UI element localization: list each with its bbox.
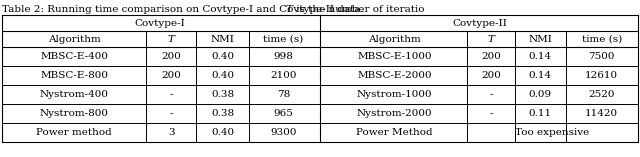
Text: 0.40: 0.40	[211, 52, 234, 61]
Text: 998: 998	[273, 52, 294, 61]
Text: Covtype-II: Covtype-II	[452, 19, 508, 27]
Text: Algorithm: Algorithm	[48, 35, 100, 43]
Text: 78: 78	[277, 90, 290, 99]
Text: 11420: 11420	[585, 109, 618, 118]
Text: 965: 965	[273, 109, 294, 118]
Text: T: T	[488, 35, 494, 43]
Text: 200: 200	[161, 52, 181, 61]
Text: 0.40: 0.40	[211, 128, 234, 137]
Text: NMI: NMI	[529, 35, 552, 43]
Text: NMI: NMI	[211, 35, 235, 43]
Text: is the number of iteratio: is the number of iteratio	[293, 5, 424, 14]
Text: MBSC-E-2000: MBSC-E-2000	[357, 71, 431, 80]
Text: -: -	[170, 90, 173, 99]
Text: time (s): time (s)	[264, 35, 303, 43]
Text: 3: 3	[168, 128, 175, 137]
Text: Algorithm: Algorithm	[368, 35, 420, 43]
Text: Power Method: Power Method	[356, 128, 433, 137]
Text: T: T	[168, 35, 175, 43]
Text: T: T	[286, 5, 293, 14]
Text: 200: 200	[481, 52, 500, 61]
Text: Nystrom-1000: Nystrom-1000	[356, 90, 432, 99]
Text: -: -	[489, 109, 493, 118]
Text: 9300: 9300	[270, 128, 297, 137]
Text: Too expensive: Too expensive	[515, 128, 589, 137]
Text: Power method: Power method	[36, 128, 112, 137]
Text: 12610: 12610	[585, 71, 618, 80]
Text: Nystrom-2000: Nystrom-2000	[356, 109, 432, 118]
Text: MBSC-E-800: MBSC-E-800	[40, 71, 108, 80]
Text: Nystrom-800: Nystrom-800	[40, 109, 109, 118]
Text: 2520: 2520	[589, 90, 615, 99]
Text: 0.11: 0.11	[529, 109, 552, 118]
Text: 0.09: 0.09	[529, 90, 552, 99]
Text: -: -	[170, 109, 173, 118]
Text: Covtype-I: Covtype-I	[134, 19, 186, 27]
Text: 0.40: 0.40	[211, 71, 234, 80]
Text: time (s): time (s)	[582, 35, 622, 43]
Text: 0.38: 0.38	[211, 109, 234, 118]
Text: MBSC-E-1000: MBSC-E-1000	[357, 52, 431, 61]
Text: 0.14: 0.14	[529, 71, 552, 80]
Text: 200: 200	[161, 71, 181, 80]
Text: 7500: 7500	[589, 52, 615, 61]
Text: Table 2: Running time comparison on Covtype-I and Covtype-II data.: Table 2: Running time comparison on Covt…	[2, 5, 370, 14]
Text: 200: 200	[481, 71, 500, 80]
Text: 0.38: 0.38	[211, 90, 234, 99]
Text: 2100: 2100	[270, 71, 297, 80]
Text: Nystrom-400: Nystrom-400	[40, 90, 109, 99]
Text: -: -	[489, 90, 493, 99]
Text: MBSC-E-400: MBSC-E-400	[40, 52, 108, 61]
Text: 0.14: 0.14	[529, 52, 552, 61]
